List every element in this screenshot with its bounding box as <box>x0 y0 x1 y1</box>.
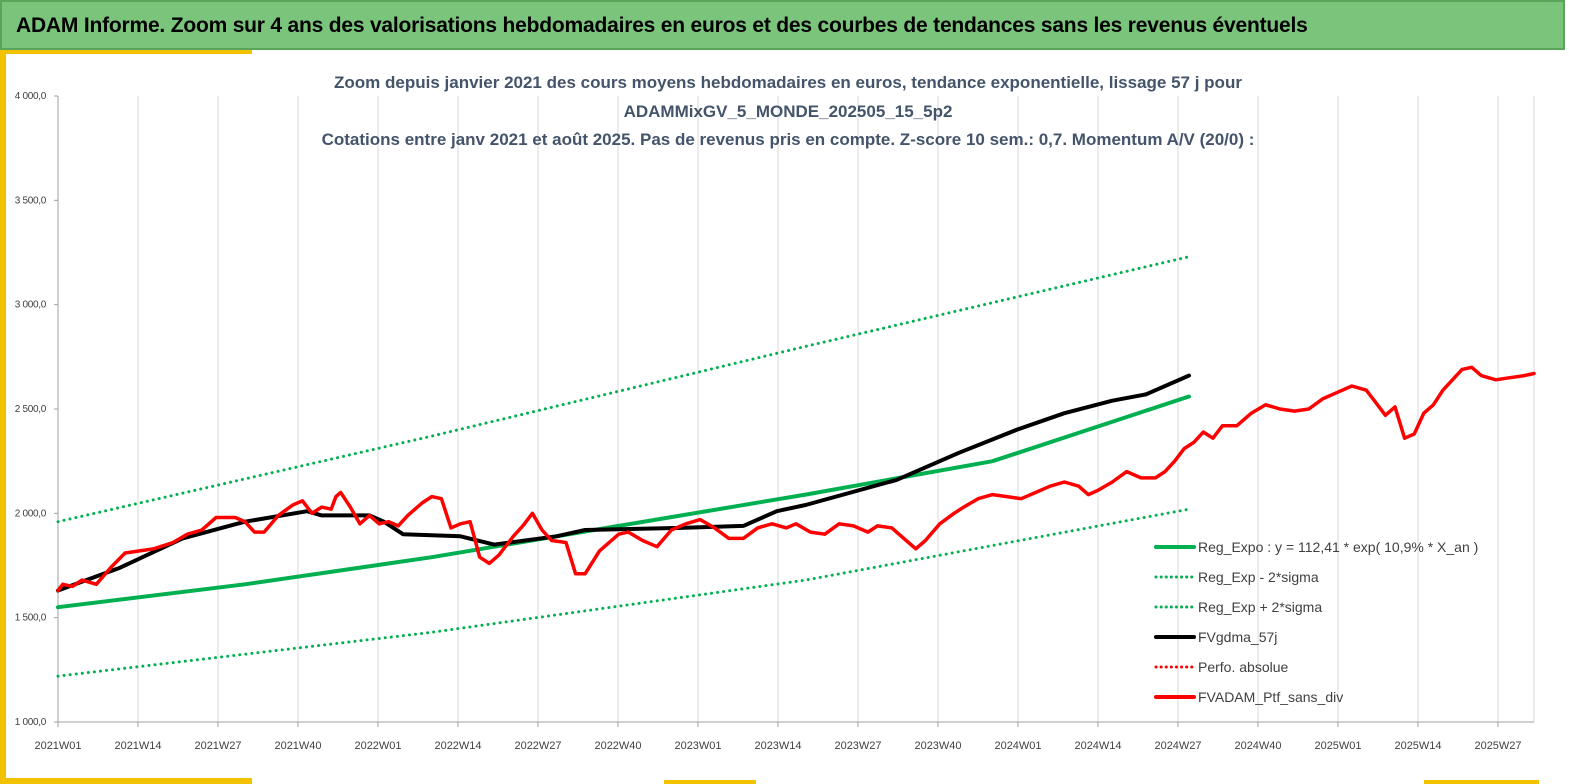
legend-label-3: FVgdma_57j <box>1198 629 1277 645</box>
x-tick-label: 2021W01 <box>34 740 81 752</box>
legend-label-4: Perfo. absolue <box>1198 659 1288 675</box>
x-tick-label: 2023W40 <box>914 740 961 752</box>
x-tick-label: 2023W14 <box>754 740 801 752</box>
chart-title-line-3: Cotations entre janv 2021 et août 2025. … <box>322 130 1255 149</box>
x-tick-label: 2024W01 <box>994 740 1041 752</box>
series-line-2 <box>56 255 1191 524</box>
legend-label-5: FVADAM_Ptf_sans_div <box>1198 689 1343 705</box>
grid-lines <box>57 96 1535 722</box>
x-tick-label: 2025W14 <box>1394 740 1441 752</box>
y-tick-label: 4 000,0 <box>15 91 47 102</box>
x-tick-label: 2021W40 <box>274 740 321 752</box>
legend: Reg_Expo : y = 112,41 * exp( 10,9% * X_a… <box>1154 539 1478 705</box>
x-tick-label: 2025W27 <box>1474 740 1521 752</box>
y-tick-label: 1 500,0 <box>15 613 47 624</box>
x-tick-label: 2024W27 <box>1154 740 1201 752</box>
y-tick-label: 2 000,0 <box>15 508 47 519</box>
axes <box>54 95 1534 727</box>
y-tick-label: 1 000,0 <box>15 717 47 728</box>
y-tick-label: 3 000,0 <box>15 300 47 311</box>
x-tick-label: 2022W14 <box>434 740 481 752</box>
header-bar: ADAM Informe. Zoom sur 4 ans des valoris… <box>0 0 1565 50</box>
x-tick-label: 2023W01 <box>674 740 721 752</box>
accent-bar-bottom-right <box>1424 780 1539 784</box>
x-tick-label: 2021W14 <box>114 740 161 752</box>
series-line-3 <box>56 373 1191 593</box>
legend-label-0: Reg_Expo : y = 112,41 * exp( 10,9% * X_a… <box>1198 539 1478 555</box>
header-title: ADAM Informe. Zoom sur 4 ans des valoris… <box>16 14 1308 37</box>
chart-title-line-2: ADAMMixGV_5_MONDE_202505_15_5p2 <box>624 102 953 121</box>
x-tick-label: 2024W14 <box>1074 740 1121 752</box>
x-tick-label: 2022W01 <box>354 740 401 752</box>
chart-title: Zoom depuis janvier 2021 des cours moyen… <box>322 73 1255 149</box>
accent-bar-bottom-left <box>0 778 252 784</box>
y-tick-label: 3 500,0 <box>15 195 47 206</box>
y-tick-label: 2 500,0 <box>15 404 47 415</box>
series-layer <box>56 255 1536 678</box>
tick-labels: 2021W01 2021W14 2021W27 2021W40 2022W01 2022W… <box>15 91 1522 752</box>
accent-bar-bottom-mid <box>664 780 756 784</box>
legend-label-1: Reg_Exp - 2*sigma <box>1198 569 1319 585</box>
accent-bar-top <box>0 50 252 54</box>
x-tick-label: 2025W01 <box>1314 740 1361 752</box>
chart-title-line-1: Zoom depuis janvier 2021 des cours moyen… <box>334 73 1242 92</box>
x-tick-label: 2022W27 <box>514 740 561 752</box>
x-tick-label: 2024W40 <box>1234 740 1281 752</box>
series-line-1 <box>56 507 1191 678</box>
x-tick-label: 2023W27 <box>834 740 881 752</box>
series-line-5 <box>56 365 1536 593</box>
x-tick-label: 2022W40 <box>594 740 641 752</box>
accent-bar-left <box>0 50 6 780</box>
legend-label-2: Reg_Exp + 2*sigma <box>1198 599 1322 615</box>
series-line-0 <box>56 394 1191 610</box>
x-tick-label: 2021W27 <box>194 740 241 752</box>
